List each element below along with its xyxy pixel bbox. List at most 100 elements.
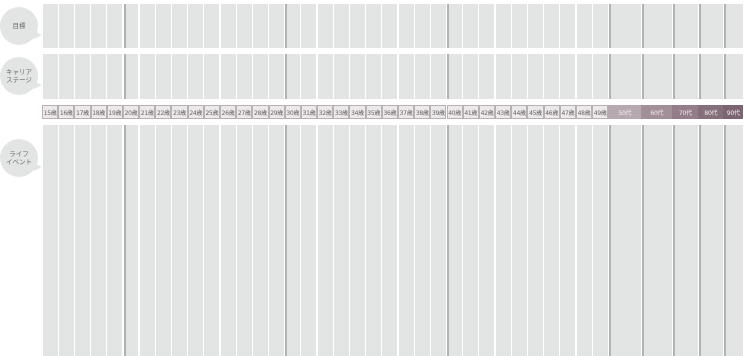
timeline-column [220,4,236,48]
timeline-column [463,4,479,48]
age-cell: 47歳 [559,105,576,119]
timeline-column [698,4,723,48]
timeline-column [495,125,511,356]
age-cell: 46歳 [543,105,560,119]
timeline-column [333,125,349,356]
career-stage-label: キャリア ステージ [6,68,32,84]
timeline-column [220,54,236,99]
age-cell: 28歳 [252,105,269,119]
age-cell: 17歳 [74,105,91,119]
timeline-column [204,125,220,356]
timeline-column [252,125,268,356]
timeline-column [447,125,463,356]
timeline-column [608,125,641,356]
age-cell: 45歳 [527,105,544,119]
timeline-column [528,4,543,48]
age-cell: 25歳 [203,105,220,119]
timeline-column [398,54,414,99]
timeline-column [220,125,236,356]
timeline-column [398,125,414,356]
bubble-life-event: ライフ イベント [0,139,42,177]
timeline-column [172,125,187,356]
age-cell: 36歳 [381,105,398,119]
timeline-column [511,125,527,356]
timeline-column [107,125,123,356]
age-cell: 22歳 [155,105,172,119]
timeline-column [414,4,430,48]
timeline-column [269,54,285,99]
timeline-column [252,4,268,48]
age-cell: 29歳 [268,105,285,119]
timeline-column [301,54,317,99]
timeline-column [592,4,608,48]
age-strip: 15歳 16歳 17歳 18歳 19歳 20歳 21歳 22歳 23歳 24歳 25歳 26歳 27歳 2… [42,105,744,119]
decade-cell: 50代 [608,105,642,119]
bubble-goal: 目標 [0,7,42,45]
timeline-column [350,54,365,99]
timeline-column [204,4,220,48]
timeline-column [366,54,382,99]
age-cell: 44歳 [511,105,528,119]
timeline-column [528,54,543,99]
timeline-column [672,54,698,99]
timeline-column [544,125,560,356]
timeline-column [463,125,479,356]
age-cell: 42歳 [478,105,496,119]
timeline-column [91,4,107,48]
timeline-column [398,4,414,48]
age-cell: 31歳 [300,105,318,119]
timeline-column [641,125,672,356]
decade-cell: 60代 [641,105,673,119]
timeline-column [366,125,382,356]
timeline-column [382,125,398,356]
life-event-label: ライフ イベント [6,150,32,166]
timeline-column [463,54,479,99]
timeline-column [172,4,187,48]
timeline-column [74,4,90,48]
timeline-column [236,125,252,356]
timeline-column [560,4,576,48]
timeline-column [544,4,560,48]
age-cell: 43歳 [495,105,512,119]
timeline-column [366,4,382,48]
timeline-column [172,54,187,99]
timeline-column [58,54,74,99]
age-cell: 20歳 [122,105,140,119]
timeline-column [723,4,743,48]
timeline-column [236,54,252,99]
timeline-column [91,54,107,99]
goal-label: 目標 [12,22,26,30]
age-cell: 16歳 [58,105,75,119]
timeline-column [155,54,171,99]
timeline-column [301,125,317,356]
timeline-column [107,4,123,48]
timeline-column [576,4,592,48]
decade-cell: 90代 [723,105,744,119]
timeline-column [91,125,107,356]
age-cell: 21歳 [139,105,156,119]
timeline-column [479,125,495,356]
timeline-column [188,4,204,48]
timeline-column [123,4,139,48]
age-cell: 18歳 [90,105,107,119]
timeline-column [285,125,301,356]
timeline-column [528,125,543,356]
timeline-column [139,4,155,48]
age-cell: 35歳 [365,105,382,119]
timeline-column [495,54,511,99]
timeline-column [576,54,592,99]
timeline-column [641,54,672,99]
timeline-column [269,4,285,48]
career-stage-row [42,54,744,99]
age-cell: 30歳 [284,105,301,119]
timeline-column [698,125,723,356]
timeline-column [382,4,398,48]
decade-cell: 70代 [672,105,699,119]
age-cell: 49歳 [592,105,609,119]
timeline-column [333,4,349,48]
timeline-column [317,125,333,356]
timeline-column [447,4,463,48]
timeline-column [58,4,74,48]
timeline-column [672,4,698,48]
timeline-column [447,54,463,99]
